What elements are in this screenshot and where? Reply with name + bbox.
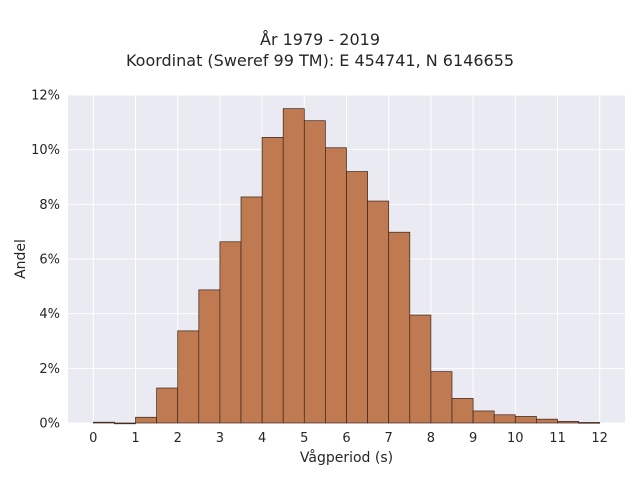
histogram-bar [409, 314, 432, 424]
histogram-bar [135, 416, 157, 424]
y-tick-label: 8% [39, 198, 60, 213]
y-tick-label: 0% [39, 417, 60, 432]
histogram-bar [430, 371, 453, 424]
histogram-bar [177, 330, 200, 424]
y-tick-labels: 0% 2% 4% 6% 8% 10% 12% [31, 89, 60, 432]
histogram-bar [557, 421, 579, 424]
x-tick-label: 6 [342, 431, 350, 446]
histogram-bar [282, 108, 305, 424]
histogram-bar [156, 387, 179, 424]
histogram-bar [451, 398, 474, 424]
chart-title: År 1979 - 2019 [260, 30, 380, 49]
histogram-bar [114, 422, 136, 425]
x-tick-label: 3 [216, 431, 224, 446]
histogram-bar [198, 289, 221, 424]
histogram-bar [325, 147, 347, 424]
histogram-bar [367, 200, 390, 424]
histogram-bar [92, 421, 115, 424]
y-tick-label: 6% [39, 253, 60, 268]
y-axis-label: Andel [13, 239, 29, 279]
x-tick-label: 10 [507, 431, 524, 446]
x-tick-label: 8 [427, 431, 435, 446]
x-axis-label: Vågperiod (s) [300, 449, 393, 466]
x-tick-label: 4 [258, 431, 266, 446]
y-tick-label: 2% [39, 362, 60, 377]
histogram-bar [261, 137, 284, 424]
x-tick-label: 2 [174, 431, 182, 446]
histogram-bar [472, 410, 495, 424]
histogram-bar [536, 418, 558, 424]
histogram-bar [388, 231, 411, 424]
x-tick-label: 11 [549, 431, 566, 446]
histogram-bar [346, 171, 368, 424]
x-tick-labels: 0 1 2 3 4 5 6 7 8 9 10 11 12 [89, 431, 608, 446]
histogram-bar [493, 414, 516, 424]
histogram-bar [514, 416, 537, 424]
x-tick-label: 7 [385, 431, 393, 446]
x-tick-label: 9 [469, 431, 477, 446]
histogram-bar [578, 422, 601, 424]
chart-subtitle: Koordinat (Sweref 99 TM): E 454741, N 61… [125, 51, 515, 70]
bars [92, 108, 601, 425]
histogram-bar [240, 196, 263, 424]
y-tick-label: 10% [31, 143, 60, 158]
y-tick-label: 12% [31, 89, 60, 104]
y-tick-label: 4% [39, 307, 60, 322]
x-tick-label: 12 [591, 431, 608, 446]
histogram-bar [219, 241, 242, 424]
x-tick-label: 5 [300, 431, 308, 446]
x-tick-label: 1 [131, 431, 139, 446]
x-tick-label: 0 [89, 431, 97, 446]
histogram-bar [303, 120, 326, 424]
